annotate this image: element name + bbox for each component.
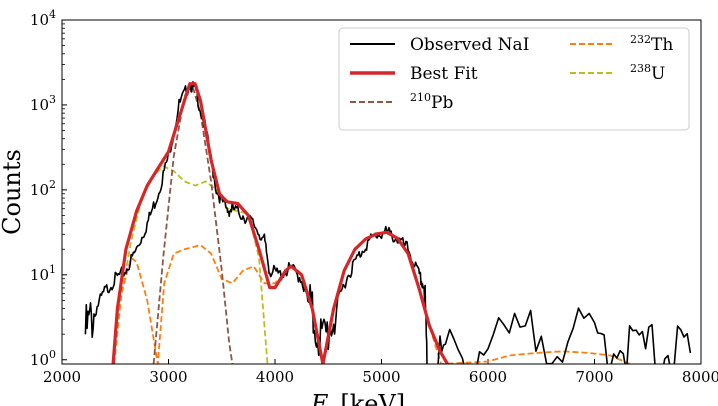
x-tick-label: 5000 [362,368,400,386]
y-tick-exponent: 4 [49,8,56,21]
y-tick-label: 101 [30,263,56,284]
series-line-238u [112,165,269,364]
legend-text: Best Fit [410,64,478,84]
series-line-210pb [152,82,234,364]
y-tick-base: 10 [30,266,49,284]
y-tick-label: 100 [30,348,56,369]
legend-label: Observed NaI [410,35,529,55]
y-axis-label: Counts [0,149,26,235]
legend-element: U [651,64,665,84]
legend-text: Observed NaI [410,35,529,55]
y-tick-label: 102 [30,178,56,199]
y-tick-label: 104 [30,8,56,29]
x-axis-label: E [keV] [310,390,405,406]
y-tick-label: 103 [30,93,56,114]
legend-element: Th [651,35,673,55]
y-tick-base: 10 [30,11,49,29]
legend-box [338,27,690,131]
x-tick-label: 2000 [43,368,81,386]
y-tick-exponent: 1 [49,263,56,276]
y-tick-exponent: 2 [49,178,56,191]
legend-label: Best Fit [410,64,478,84]
series-layer [84,81,692,364]
x-tick-label: 6000 [469,368,507,386]
legend-label: 232Th [630,33,673,55]
plot-frame [61,19,702,365]
legend-isotope-mass: 210 [410,91,431,104]
y-tick-exponent: 0 [49,348,56,361]
legend-isotope-mass: 238 [630,62,651,75]
legend-label: 210Pb [410,91,453,113]
legend-label: 238U [630,62,665,84]
y-tick-base: 10 [30,351,49,369]
x-axis-label-symbol: E [310,390,329,406]
x-tick-label: 8000 [682,368,718,386]
series-line-best-fit [111,82,449,364]
x-axis-label-unit: [keV] [340,390,405,406]
legend-isotope-mass: 232 [630,33,651,46]
axis-ticks: 2000 3000 4000 5000 6000 7000 8000100101102103… [30,8,718,386]
y-tick-base: 10 [30,181,49,199]
x-tick-label: 4000 [256,368,294,386]
x-tick-label: 3000 [149,368,187,386]
y-tick-base: 10 [30,96,49,114]
y-tick-exponent: 3 [49,93,56,106]
legend-element: Pb [431,93,453,113]
x-tick-label: 7000 [575,368,613,386]
